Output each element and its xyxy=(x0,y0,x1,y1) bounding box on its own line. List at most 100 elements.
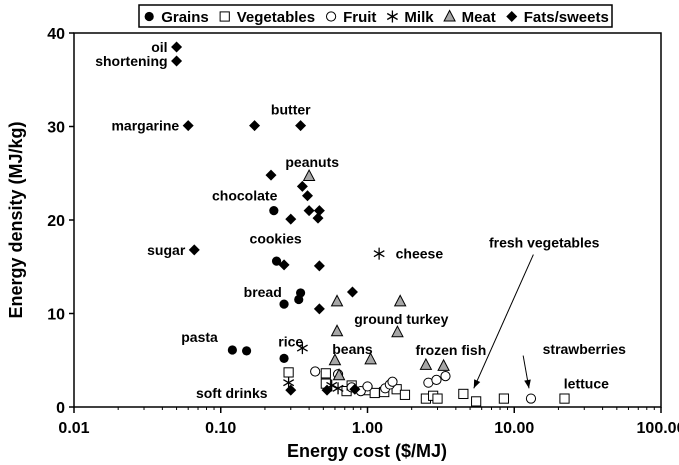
legend-marker-vegetables xyxy=(219,11,230,22)
data-points xyxy=(171,41,570,407)
point-fats-sweets xyxy=(171,41,183,53)
point-meat xyxy=(328,353,342,366)
legend: Grains Vegetables Fruit Milk Meat Fats/sweets xyxy=(138,4,613,28)
point-label: soft drinks xyxy=(196,385,268,401)
point-grains xyxy=(294,294,304,305)
point-label: margarine xyxy=(111,118,179,134)
point-meat xyxy=(302,168,316,182)
x-axis-title: Energy cost ($/MJ) xyxy=(287,441,447,461)
legend-marker-fruit xyxy=(325,11,337,22)
point-meat xyxy=(391,325,404,338)
y-tick-label: 40 xyxy=(47,26,65,43)
point-label: rice xyxy=(278,334,303,350)
point-label: oil xyxy=(151,39,167,55)
legend-marker-milk xyxy=(386,10,398,23)
point-fats-sweets xyxy=(182,120,194,132)
legend-label-meat: Meat xyxy=(462,9,496,26)
point-meat xyxy=(364,352,377,365)
legend-label-grains: Grains xyxy=(161,9,209,26)
legend-marker-meat xyxy=(443,9,456,22)
point-fats-sweets xyxy=(295,120,307,132)
annotation-arrow xyxy=(522,355,531,389)
point-fats-sweets xyxy=(188,244,200,256)
point-label: frozen fish xyxy=(415,342,486,358)
point-label: cheese xyxy=(396,246,444,262)
point-fats-sweets xyxy=(313,260,325,272)
point-vegetables xyxy=(471,396,482,407)
point-fats-sweets xyxy=(313,303,325,315)
legend-label-vegetables: Vegetables xyxy=(237,9,315,26)
point-vegetables xyxy=(498,393,509,404)
point-label: shortening xyxy=(95,53,167,69)
y-tick-label: 0 xyxy=(56,400,65,417)
point-meat xyxy=(330,324,344,337)
point-fats-sweets xyxy=(296,180,308,192)
point-fats-sweets xyxy=(278,259,290,271)
point-label: peanuts xyxy=(285,154,339,170)
point-fruit xyxy=(310,366,321,377)
x-tick-label: 0.10 xyxy=(205,420,236,437)
legend-label-fats-sweets: Fats/sweets xyxy=(524,9,609,26)
point-label: strawberries xyxy=(543,341,626,357)
point-grains xyxy=(241,346,252,356)
legend-marker-grains xyxy=(144,11,154,22)
point-fruit xyxy=(362,381,373,392)
point-fats-sweets xyxy=(303,205,315,217)
plot-area xyxy=(73,32,662,408)
point-fats-sweets xyxy=(321,384,333,396)
legend-label-fruit: Fruit xyxy=(343,9,376,26)
x-tick-label: 1.00 xyxy=(352,420,383,437)
point-milk xyxy=(296,342,308,355)
y-tick-label: 30 xyxy=(47,120,65,137)
x-axis: 0.01 0.10 1.00 10.00 100.00 xyxy=(58,407,679,437)
point-label: cookies xyxy=(250,231,302,247)
y-axis-title: Energy density (MJ/kg) xyxy=(6,121,26,318)
point-fruit xyxy=(525,393,537,404)
point-label: butter xyxy=(271,102,311,118)
point-meat xyxy=(332,368,346,381)
y-tick-label: 20 xyxy=(47,213,65,230)
point-fats-sweets xyxy=(171,55,183,67)
point-vegetables xyxy=(432,393,443,404)
point-vegetables xyxy=(283,367,294,378)
point-fats-sweets xyxy=(285,213,297,225)
point-fruit xyxy=(431,374,442,385)
point-grains xyxy=(279,353,289,363)
point-fats-sweets xyxy=(265,169,277,181)
x-tick-label: 0.01 xyxy=(58,420,89,437)
point-milk xyxy=(283,376,295,389)
legend-box xyxy=(138,4,613,28)
point-vegetables xyxy=(559,393,570,404)
point-grains xyxy=(269,206,279,216)
point-label: pasta xyxy=(181,329,218,345)
point-fruit xyxy=(440,371,451,382)
point-label: bread xyxy=(244,284,282,300)
point-vegetables xyxy=(458,388,469,400)
point-meat xyxy=(393,294,407,307)
point-fats-sweets xyxy=(349,383,361,395)
point-fats-sweets xyxy=(285,384,297,396)
point-grains xyxy=(227,345,237,355)
point-label: ground turkey xyxy=(354,311,448,327)
point-grains xyxy=(271,256,282,266)
annotation-arrow xyxy=(473,254,534,389)
point-vegetables xyxy=(320,368,331,379)
point-meat xyxy=(419,357,433,370)
legend-marker-fats-sweets xyxy=(506,11,518,22)
point-grains xyxy=(279,299,289,309)
point-milk xyxy=(373,247,385,260)
point-fats-sweets xyxy=(301,190,313,202)
point-meat xyxy=(437,358,450,371)
point-label: chocolate xyxy=(212,188,278,204)
point-vegetables xyxy=(369,387,380,399)
point-meat xyxy=(330,294,344,307)
point-label: lettuce xyxy=(564,376,609,392)
y-tick-label: 10 xyxy=(47,307,65,324)
point-label: fresh vegetables xyxy=(489,234,600,250)
x-tick-label: 10.00 xyxy=(494,420,534,437)
x-tick-label: 100.00 xyxy=(637,420,679,437)
point-vegetables xyxy=(399,389,411,400)
point-fats-sweets xyxy=(249,120,261,132)
